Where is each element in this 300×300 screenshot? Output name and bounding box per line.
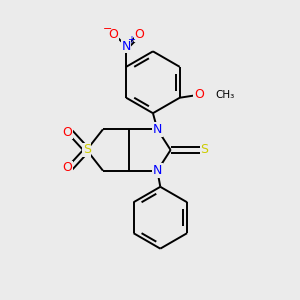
Text: +: + — [128, 35, 136, 45]
Text: O: O — [63, 161, 73, 174]
Text: N: N — [122, 40, 131, 53]
Text: O: O — [194, 88, 204, 101]
Text: S: S — [83, 143, 91, 157]
Text: O: O — [63, 126, 73, 139]
Text: CH₃: CH₃ — [215, 90, 234, 100]
Text: −: − — [103, 25, 112, 34]
Text: N: N — [153, 164, 162, 177]
Text: S: S — [200, 143, 208, 157]
Text: N: N — [153, 123, 162, 136]
Text: O: O — [108, 28, 118, 41]
Text: O: O — [134, 28, 144, 41]
